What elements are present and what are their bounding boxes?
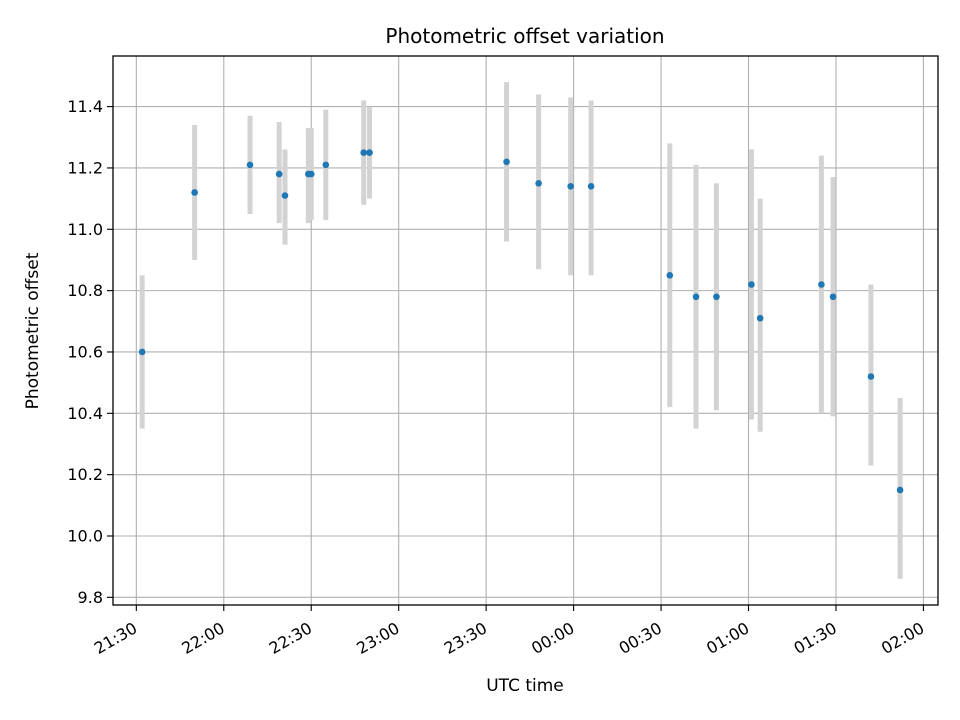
data-point — [535, 179, 542, 187]
x-tick-label: 22:30 — [266, 618, 315, 658]
x-tick-label: 23:00 — [353, 618, 402, 658]
chart-title: Photometric offset variation — [385, 24, 664, 48]
data-point — [587, 183, 595, 190]
point-layer — [138, 149, 904, 494]
x-axis-title: UTC time — [486, 676, 564, 696]
y-tick-label: 10.8 — [67, 281, 103, 300]
x-tick-label: 00:30 — [616, 618, 665, 658]
y-tick-label: 9.8 — [78, 588, 103, 607]
data-point — [666, 271, 674, 279]
grid-layer — [113, 56, 938, 605]
x-tick-label: 23:30 — [441, 618, 490, 658]
y-tick-label: 10.6 — [67, 342, 103, 361]
y-tick-label: 11.4 — [67, 97, 103, 116]
y-tick-label: 10.4 — [67, 404, 103, 423]
data-point — [275, 170, 283, 178]
x-tick-label: 02:00 — [878, 618, 927, 658]
data-point — [307, 170, 315, 178]
x-tick-label: 01:00 — [703, 618, 752, 658]
data-point — [867, 373, 875, 380]
y-tick-label: 11.0 — [67, 220, 103, 239]
errorbar-layer — [139, 82, 903, 579]
x-tick-label: 00:00 — [528, 618, 577, 658]
data-point — [246, 161, 254, 169]
plot-frame — [112, 55, 939, 606]
x-tick-label: 22:00 — [178, 618, 227, 658]
data-point — [829, 293, 837, 301]
x-tick-label: 21:30 — [91, 618, 140, 658]
data-point — [366, 149, 373, 156]
data-point — [896, 486, 904, 494]
y-tick-label: 10.2 — [67, 465, 103, 484]
data-point — [281, 192, 289, 199]
data-point — [713, 293, 720, 301]
y-tick-label: 10.0 — [67, 526, 103, 545]
data-point — [322, 161, 330, 169]
data-point — [692, 293, 700, 301]
y-axis: 9.8 10.0 10.2 10.4 10.6 10.8 11.0 11.2 11.4 — [67, 97, 113, 607]
data-point — [138, 348, 146, 356]
data-point — [360, 149, 368, 156]
data-point — [756, 314, 764, 322]
x-tick-label: 01:30 — [791, 618, 840, 658]
data-point — [567, 183, 574, 190]
data-point — [748, 281, 755, 288]
y-axis-title: Photometric offset — [23, 252, 43, 409]
y-tick-label: 11.2 — [67, 158, 103, 177]
data-point — [503, 158, 510, 166]
data-point — [191, 189, 198, 196]
x-axis: 21:30 22:00 22:30 23:00 23:30 00:00 00:30 01:00… — [91, 605, 927, 658]
data-point — [818, 281, 825, 288]
